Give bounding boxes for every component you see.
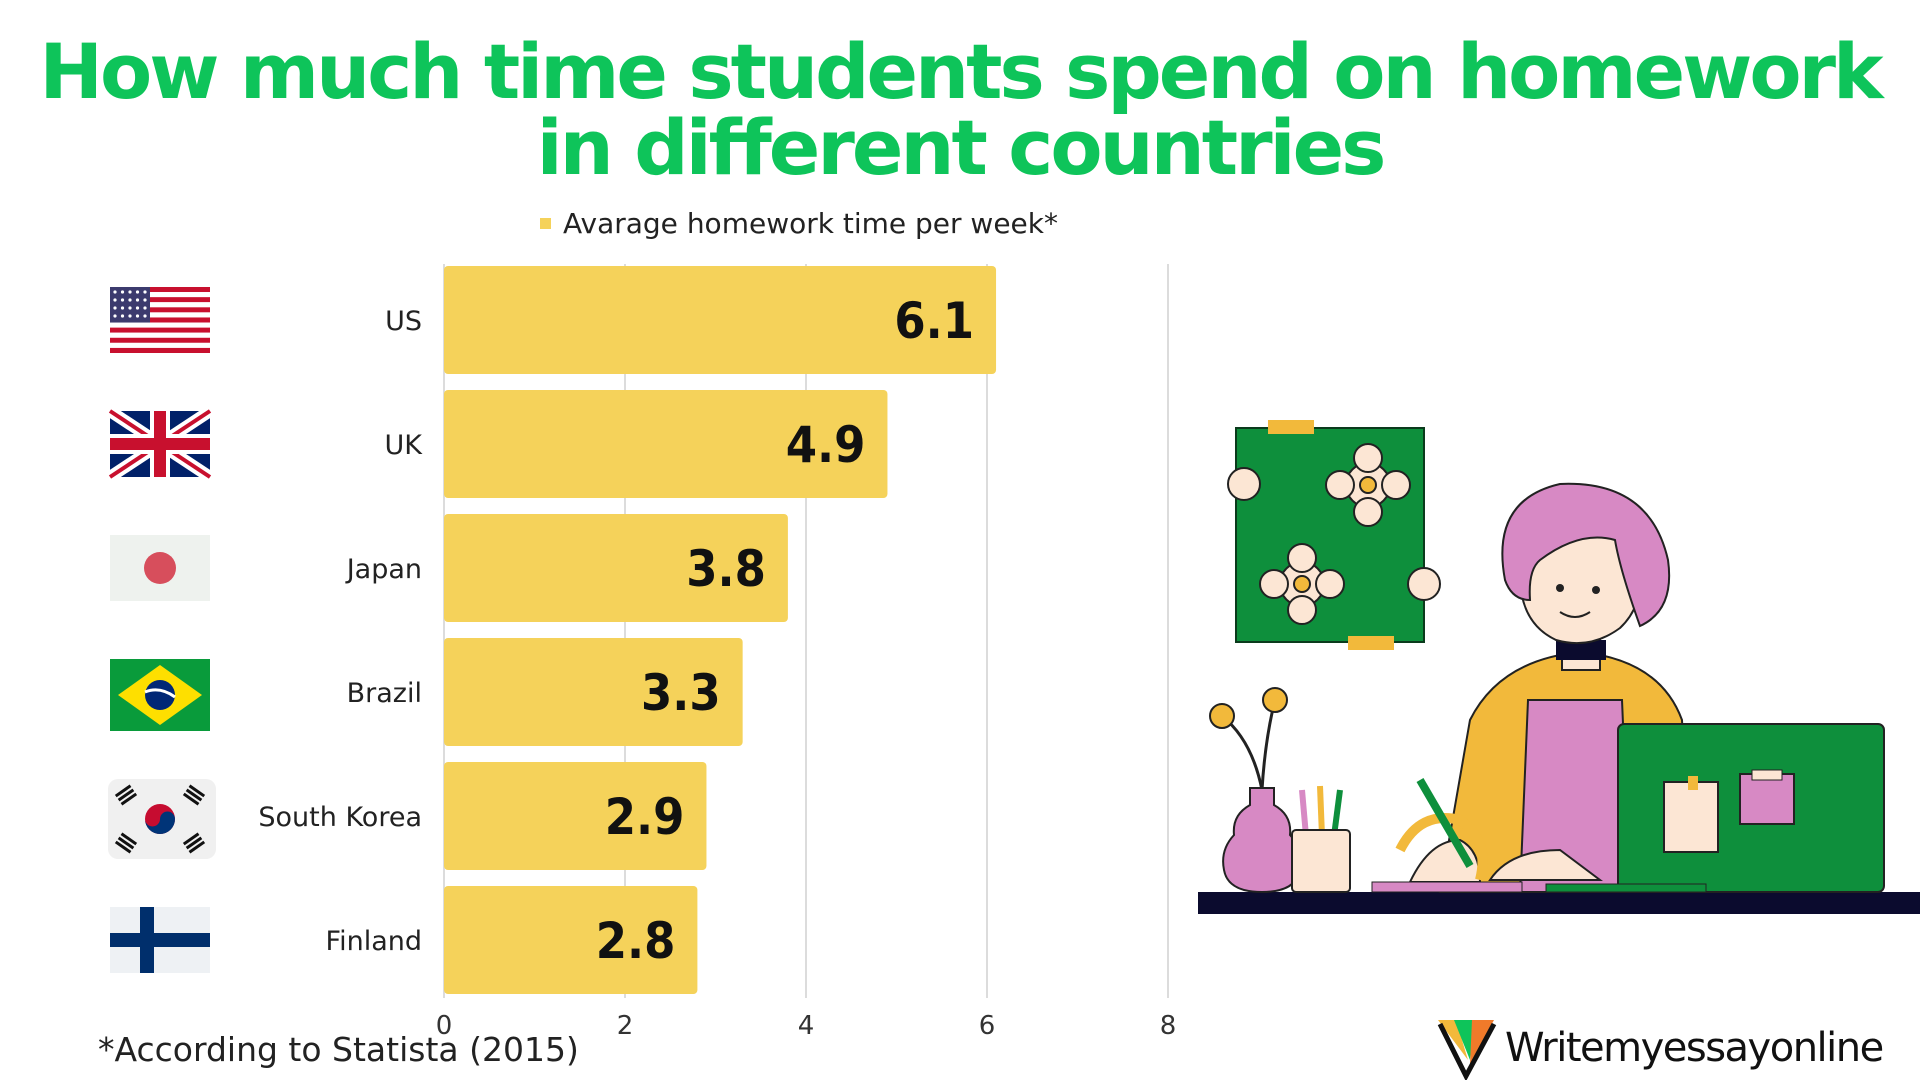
x-tick-label: 8 xyxy=(1160,1011,1177,1041)
legend-label: Avarage homework time per week* xyxy=(563,206,1058,240)
data-label: 2.8 xyxy=(596,912,676,970)
x-tick-label: 2 xyxy=(617,1011,634,1041)
bar-uk xyxy=(444,390,888,498)
bar-japan xyxy=(444,514,788,622)
bar-us xyxy=(444,266,997,374)
data-label: 2.9 xyxy=(605,788,685,846)
brand-logo-icon xyxy=(1437,1020,1497,1080)
title-line-2: in different countries xyxy=(536,103,1387,192)
laptop xyxy=(1545,723,1885,893)
bars xyxy=(444,266,997,994)
legend-swatch xyxy=(540,217,551,229)
legend: Avarage homework time per week* xyxy=(540,206,1058,240)
bar-brazil xyxy=(444,638,743,746)
student-figure xyxy=(1371,482,1692,893)
flags xyxy=(106,287,216,973)
x-tick-label: 4 xyxy=(798,1011,815,1041)
flower-poster xyxy=(1227,420,1441,650)
us-flag-icon xyxy=(110,287,210,353)
data-label: 3.8 xyxy=(686,540,766,598)
data-label: 3.3 xyxy=(641,664,721,722)
brand-logo-space xyxy=(1435,1018,1493,1078)
x-tick-label: 0 xyxy=(436,1011,453,1041)
grid-lines xyxy=(443,264,988,998)
japan-flag-icon xyxy=(110,535,210,601)
pencil-cup xyxy=(1291,785,1351,893)
student-illustration xyxy=(1198,420,1920,914)
x-axis-ticks: 0 2 4 6 8 xyxy=(436,1011,1177,1041)
category-label: UK xyxy=(385,430,424,461)
category-label: South Korea xyxy=(258,802,422,833)
title-line-1: How much time students spend on homework xyxy=(39,27,1883,116)
flower-vase xyxy=(1209,687,1302,894)
category-label: Japan xyxy=(345,554,422,585)
bar-finland xyxy=(444,886,698,994)
brand-name: Writemyessayonline xyxy=(1505,1025,1884,1071)
finland-flag-icon xyxy=(110,907,210,973)
category-label: Finland xyxy=(326,926,422,957)
bar-south-korea xyxy=(444,762,707,870)
data-label: 6.1 xyxy=(894,292,974,350)
source-footnote: *According to Statista (2015) xyxy=(98,1030,579,1069)
data-label: 4.9 xyxy=(786,416,866,474)
chart-title: How much time students spend on homework… xyxy=(0,34,1920,186)
brand: Writemyessayonline xyxy=(1435,1018,1884,1078)
uk-flag-icon xyxy=(106,405,214,483)
south-korea-flag-icon xyxy=(108,779,216,859)
brazil-flag-icon xyxy=(110,659,210,731)
desk xyxy=(1198,892,1920,914)
labels: 6.1 US 4.9 UK 3.8 Japan 3.3 Brazil 2.9 South Kore… xyxy=(258,292,974,970)
x-tick-label: 6 xyxy=(979,1011,996,1041)
category-label: Brazil xyxy=(347,678,422,709)
category-label: US xyxy=(385,306,422,337)
